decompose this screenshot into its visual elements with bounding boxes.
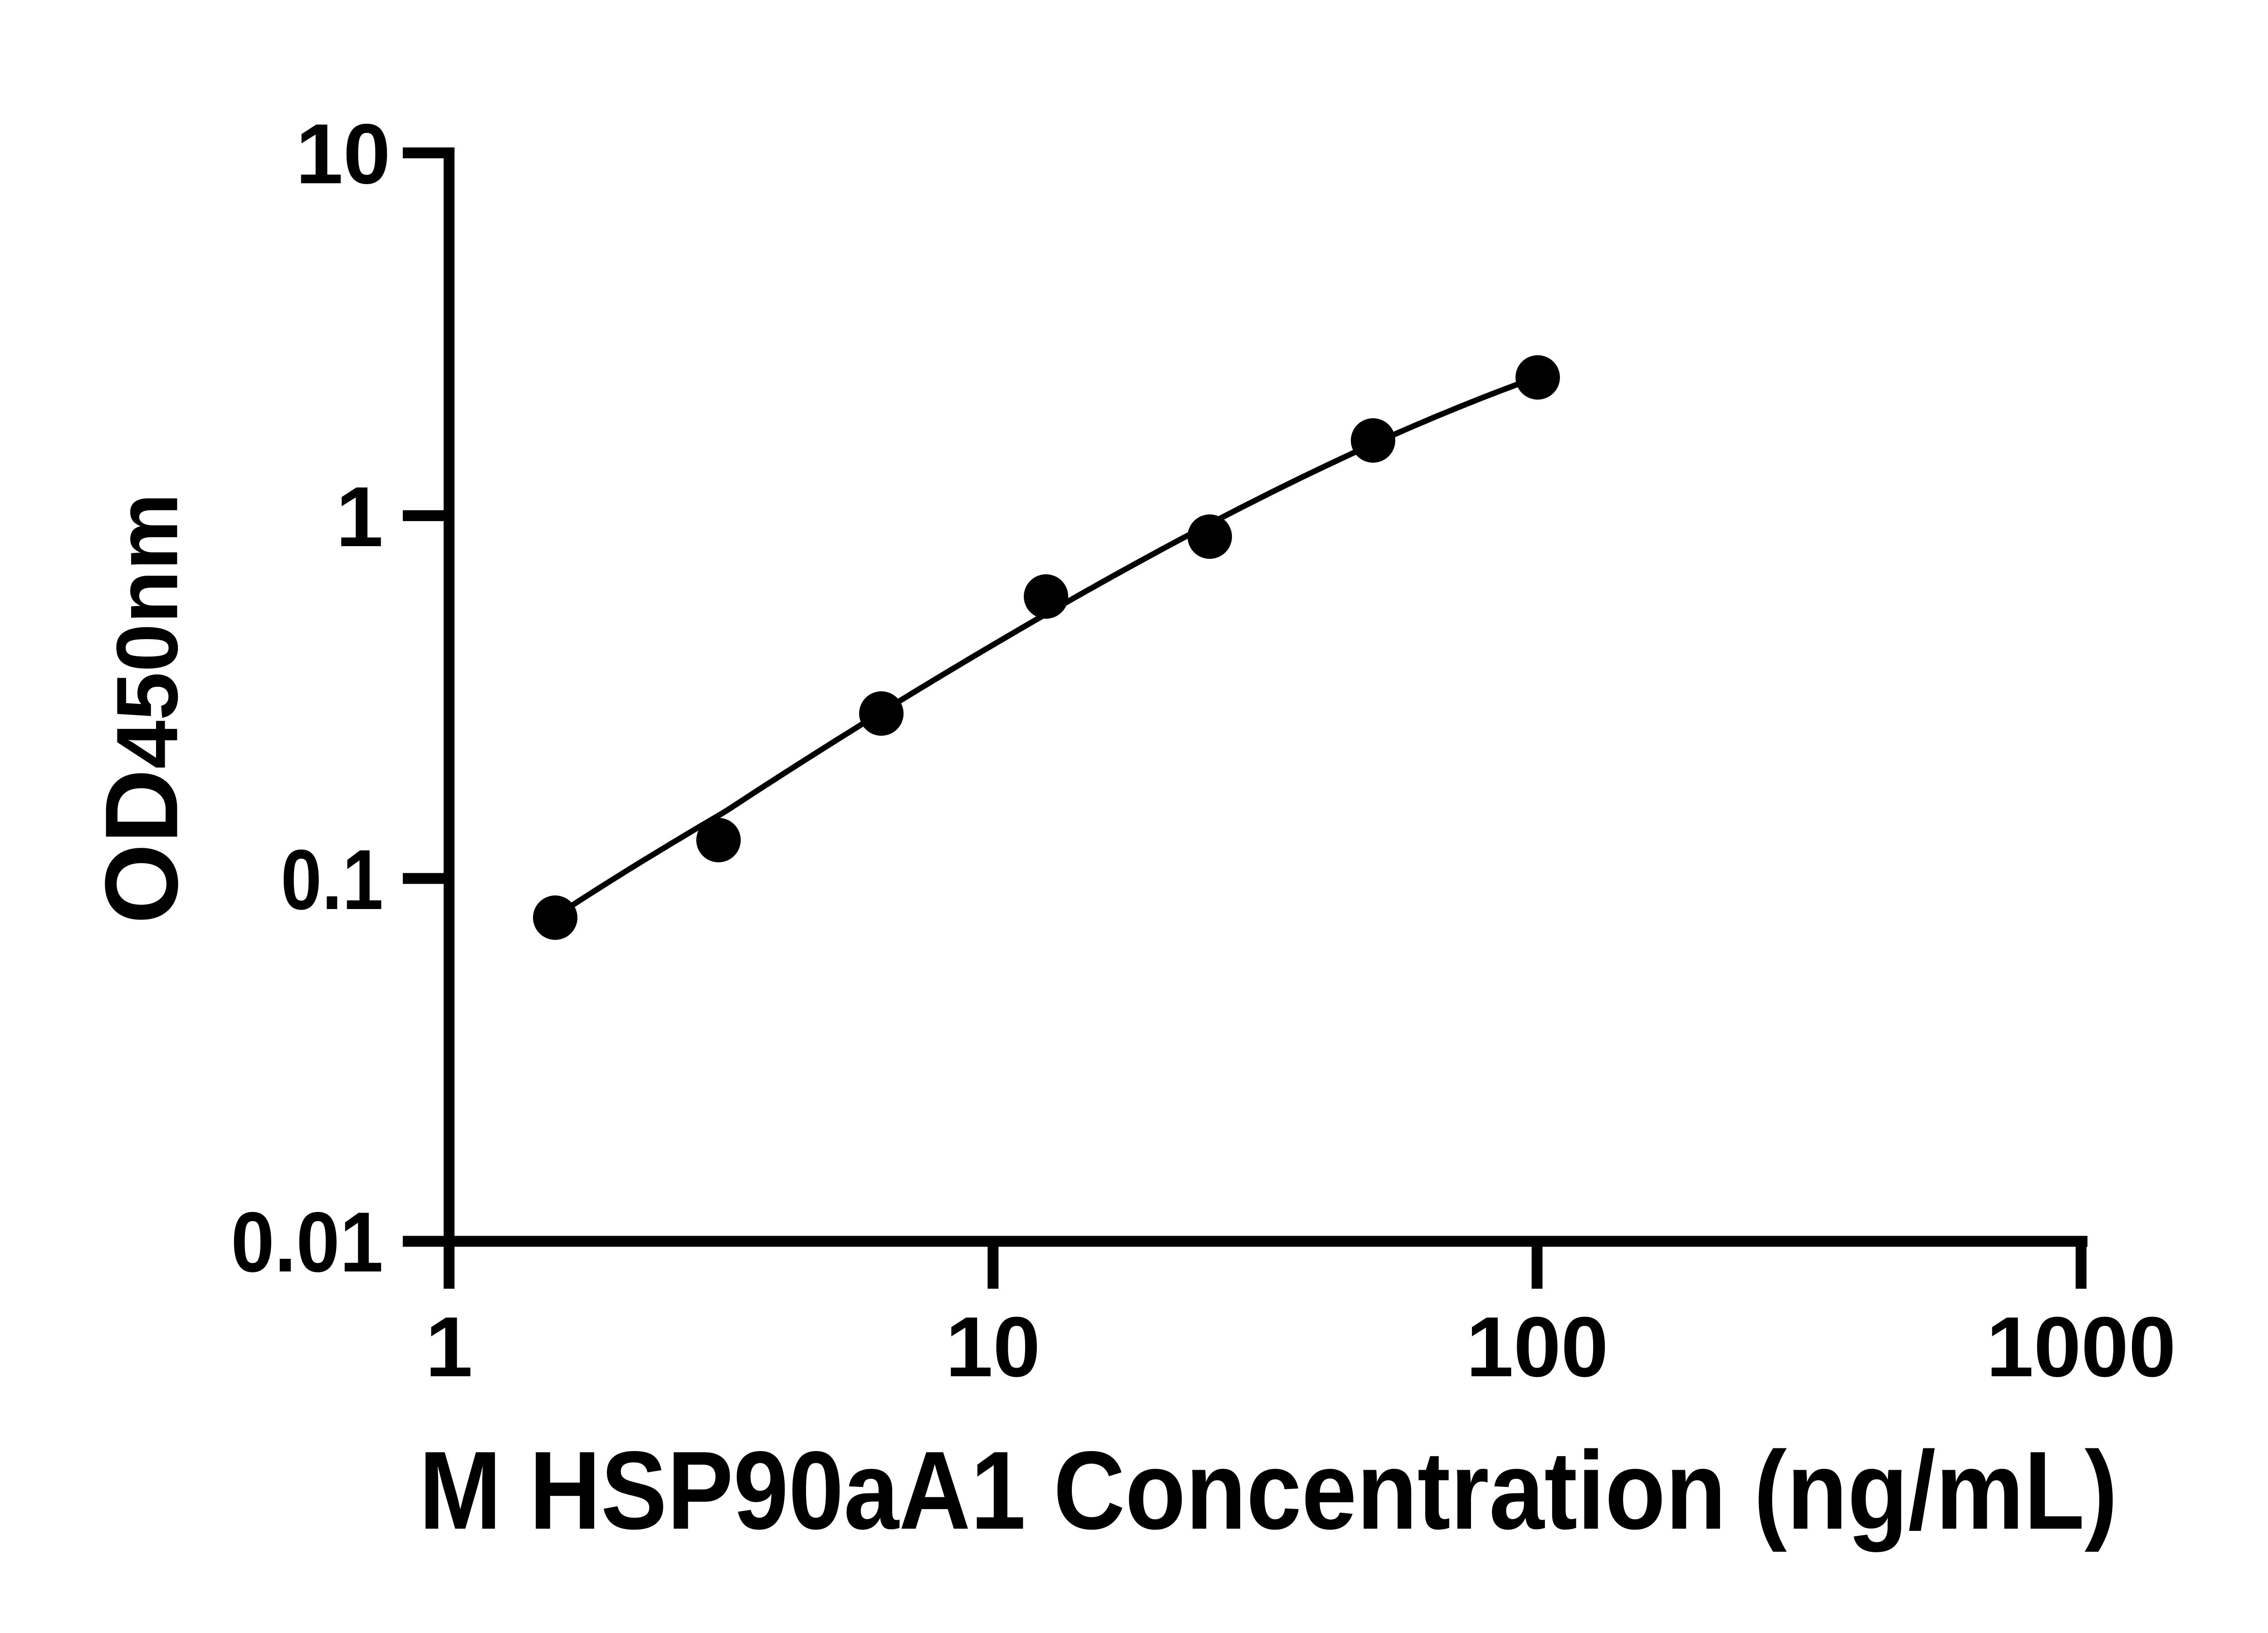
- svg-text:1000: 1000: [1986, 1299, 2176, 1394]
- svg-text:10: 10: [296, 106, 391, 201]
- svg-text:10: 10: [945, 1299, 1040, 1394]
- svg-text:0.1: 0.1: [281, 832, 383, 927]
- svg-text:100: 100: [1466, 1299, 1608, 1394]
- svg-text:M HSP90aA1 Concentration (ng/m: M HSP90aA1 Concentration (ng/mL): [419, 1428, 2118, 1552]
- svg-text:1: 1: [425, 1299, 473, 1394]
- svg-text:OD450nm: OD450nm: [84, 493, 200, 924]
- svg-text:0.01: 0.01: [231, 1194, 383, 1290]
- svg-text:1: 1: [336, 469, 383, 564]
